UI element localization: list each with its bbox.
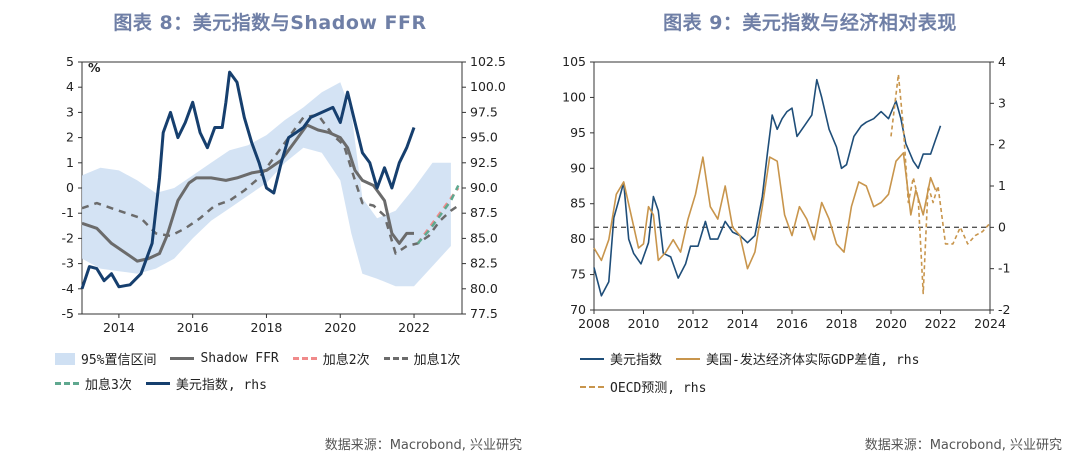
x-tick-label: 2014 bbox=[103, 320, 135, 335]
legend-row-2: 加息3次 美元指数, rhs bbox=[55, 374, 281, 393]
y-tick-label-right: 4 bbox=[998, 54, 1006, 69]
left-axis-unit: % bbox=[88, 60, 101, 75]
x-tick-label: 2024 bbox=[974, 316, 1006, 331]
x-tick-label: 2014 bbox=[727, 316, 759, 331]
legend-label-dxy: 美元指数 bbox=[610, 353, 663, 368]
y-tick-label-left: -3 bbox=[62, 256, 74, 271]
legend-label-hike2: 加息2次 bbox=[322, 353, 370, 368]
y-tick-label-left: -2 bbox=[62, 230, 74, 245]
legend-label-hike1: 加息1次 bbox=[413, 353, 461, 368]
x-tick-label: 2022 bbox=[398, 320, 430, 335]
legend-row-1: 95%置信区间 Shadow FFR 加息2次 加息1次 bbox=[55, 349, 474, 368]
y-tick-label-left: 100 bbox=[562, 89, 586, 104]
y-tick-label-left: 80 bbox=[570, 231, 586, 246]
y-tick-label-left: 90 bbox=[570, 160, 586, 175]
series-oecd-forecast bbox=[890, 73, 991, 295]
y-tick-label-left: 2 bbox=[66, 130, 74, 145]
legend-swatch-gdp bbox=[676, 357, 701, 360]
y-tick-label-right: 85.0 bbox=[470, 230, 498, 245]
series-confidence-band bbox=[82, 82, 451, 287]
series-gdp-diff bbox=[593, 152, 937, 270]
y-tick-label-left: 5 bbox=[66, 54, 74, 69]
chart-left-svg: 2014 2016 2018 2020 2022 5 4 3 2 1 0 -1 -2 -3 -4 -5 102.… bbox=[62, 54, 506, 335]
y-tick-label-left: 85 bbox=[570, 196, 586, 211]
y-tick-label-left: -4 bbox=[62, 281, 75, 296]
y-tick-label-right: 100.0 bbox=[470, 79, 506, 94]
legend-swatch-dxy bbox=[580, 357, 604, 360]
legend-swatch-hike3 bbox=[55, 382, 79, 385]
y-tick-label-left: -1 bbox=[62, 205, 74, 220]
legend-swatch-hike2 bbox=[292, 357, 317, 360]
y-tick-label-right: -1 bbox=[998, 261, 1010, 276]
y-tick-label-left: 1 bbox=[66, 155, 74, 170]
legend-item-hike3: 加息3次 bbox=[55, 374, 132, 393]
y-tick-label-left: 4 bbox=[66, 79, 74, 94]
x-tick-label: 2018 bbox=[826, 316, 858, 331]
y-tick-label-right: 2 bbox=[998, 137, 1006, 152]
y-tick-label-right: 102.5 bbox=[470, 54, 506, 69]
source-note-right: 数据来源：Macrobond, 兴业研究 bbox=[864, 438, 1062, 453]
y-tick-label-right: 0 bbox=[998, 219, 1006, 234]
x-tick-label: 2020 bbox=[324, 320, 356, 335]
legend-item-dxy: 美元指数, rhs bbox=[145, 374, 267, 393]
y-tick-label-right: 1 bbox=[998, 178, 1006, 193]
y-tick-label-left: -5 bbox=[62, 306, 74, 321]
legend-swatch-shadow bbox=[170, 357, 195, 360]
y-tick-label-right: 87.5 bbox=[470, 205, 498, 220]
legend-label-oecd: OECD预测, rhs bbox=[610, 381, 707, 396]
x-tick-label: 2020 bbox=[875, 316, 907, 331]
series-dxy bbox=[593, 78, 942, 297]
y-tick-label-right: 77.5 bbox=[470, 306, 498, 321]
y-tick-label-right: 95.0 bbox=[470, 130, 498, 145]
chart-panel-right: 图表 9：美元指数与经济相对表现 2008 2010 2012 2014 2016 201… bbox=[540, 0, 1080, 473]
x-tick-label: 2012 bbox=[677, 316, 709, 331]
source-note-left: 数据来源：Macrobond, 兴业研究 bbox=[324, 438, 522, 453]
legend-label-gdp: 美国-发达经济体实际GDP差值, rhs bbox=[706, 353, 920, 368]
chart-panel-left: 图表 8：美元指数与Shadow FFR 2014 2016 2018 2020 202… bbox=[55, 12, 522, 453]
y-tick-label-right: 90.0 bbox=[470, 180, 498, 195]
legend-label-hike3: 加息3次 bbox=[85, 378, 132, 393]
y-tick-label-left: 75 bbox=[570, 267, 586, 282]
plot-frame bbox=[593, 61, 991, 311]
legend-label-band: 95%置信区间 bbox=[81, 353, 157, 368]
legend-item-dxy: 美元指数 bbox=[580, 349, 662, 368]
y-tick-label-left: 105 bbox=[562, 54, 586, 69]
y-tick-label-right: 82.5 bbox=[470, 256, 498, 271]
legend-item-gdp: 美国-发达经济体实际GDP差值, rhs bbox=[676, 349, 919, 368]
legend-swatch-hike1 bbox=[383, 357, 408, 360]
legend-item-hike1: 加息1次 bbox=[383, 349, 461, 368]
y-tick-label-left: 3 bbox=[66, 104, 74, 119]
y-tick-label-right: 3 bbox=[998, 95, 1006, 110]
x-tick-label: 2016 bbox=[177, 320, 209, 335]
series-shadow-ffr bbox=[81, 123, 414, 263]
x-tick-label: 2016 bbox=[776, 316, 808, 331]
chart-title: 图表 9：美元指数与经济相对表现 bbox=[663, 12, 957, 34]
y-tick-label-right: -2 bbox=[998, 302, 1010, 317]
y-tick-label-left: 95 bbox=[570, 125, 586, 140]
chart-title: 图表 8：美元指数与Shadow FFR bbox=[113, 12, 427, 34]
legend-item-hike2: 加息2次 bbox=[292, 349, 370, 368]
legend-swatch-dxy bbox=[145, 382, 170, 385]
y-tick-label-right: 92.5 bbox=[470, 155, 498, 170]
y-tick-label-right: 97.5 bbox=[470, 104, 498, 119]
x-tick-label: 2022 bbox=[925, 316, 957, 331]
legend-label-shadow: Shadow FFR bbox=[200, 351, 279, 366]
x-tick-label: 2010 bbox=[628, 316, 660, 331]
legend-row-2: OECD预测, rhs bbox=[580, 377, 720, 396]
legend-row-1: 美元指数 美国-发达经济体实际GDP差值, rhs bbox=[580, 349, 933, 368]
legend-swatch-oecd bbox=[580, 385, 604, 388]
x-tick-label: 2008 bbox=[578, 316, 610, 331]
y-tick-label-left: 0 bbox=[66, 180, 74, 195]
legend-item-oecd: OECD预测, rhs bbox=[580, 377, 706, 396]
y-tick-label-right: 80.0 bbox=[470, 281, 498, 296]
legend-label-dxy: 美元指数, rhs bbox=[175, 378, 267, 393]
chart-right-svg: 2008 2010 2012 2014 2016 2018 2020 2022 20241051… bbox=[562, 54, 1010, 331]
legend-item-band: 95%置信区间 bbox=[55, 349, 156, 368]
x-tick-label: 2018 bbox=[251, 320, 283, 335]
series-hike-3 bbox=[416, 184, 460, 245]
y-tick-label-left: 70 bbox=[570, 302, 586, 317]
series-dxy bbox=[80, 70, 416, 290]
legend-swatch-band bbox=[55, 352, 75, 365]
legend-item-shadow: Shadow FFR bbox=[170, 351, 279, 366]
